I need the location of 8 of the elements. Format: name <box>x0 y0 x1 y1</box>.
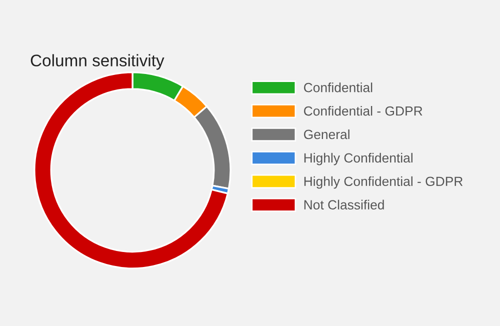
legend-label: General <box>304 129 350 140</box>
legend-label: Confidential <box>304 82 372 92</box>
legend-label: Not Classified <box>304 200 384 210</box>
legend-label: Confidential - GDPR <box>304 106 422 116</box>
chart-title: Column sensitivity <box>30 54 164 70</box>
donut-slice <box>34 71 229 270</box>
legend-label: Highly Confidential - GDPR <box>304 176 463 189</box>
legend-label: Highly Confidential <box>304 152 412 166</box>
